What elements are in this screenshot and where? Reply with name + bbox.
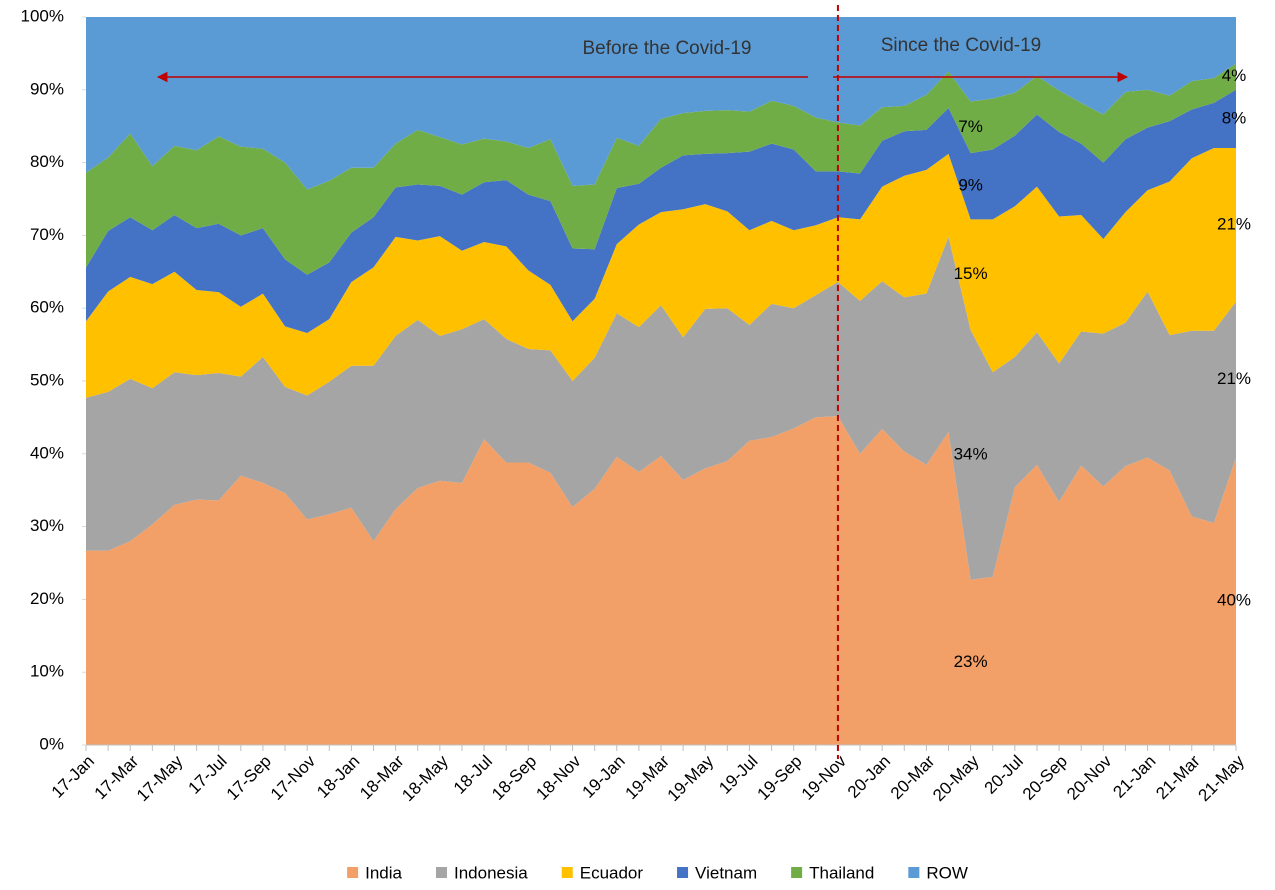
data-label: 23% bbox=[954, 652, 988, 671]
x-tick-label: 19-Jan bbox=[579, 752, 629, 802]
x-tick-label: 19-Sep bbox=[753, 752, 805, 804]
y-tick-label: 100% bbox=[21, 6, 64, 25]
x-tick-label: 20-Nov bbox=[1063, 751, 1116, 804]
x-tick-label: 21-May bbox=[1194, 751, 1248, 805]
area bbox=[86, 17, 1236, 190]
area bbox=[86, 148, 1236, 398]
data-label: 7% bbox=[958, 117, 983, 136]
x-tick-label: 18-Jan bbox=[313, 752, 363, 802]
y-tick-label: 60% bbox=[30, 298, 64, 317]
data-label: 15% bbox=[954, 264, 988, 283]
legend-label: ROW bbox=[926, 863, 968, 882]
area bbox=[86, 415, 1236, 745]
x-tick-label: 18-May bbox=[398, 751, 452, 805]
y-tick-label: 70% bbox=[30, 225, 64, 244]
data-label: 4% bbox=[1222, 66, 1247, 85]
annotation: Since the Covid-19 bbox=[881, 35, 1042, 56]
x-tick-label: 17-Nov bbox=[267, 751, 320, 804]
data-label: 21% bbox=[1217, 369, 1251, 388]
area bbox=[86, 89, 1236, 333]
x-tick-label: 21-Mar bbox=[1152, 751, 1204, 803]
y-tick-label: 30% bbox=[30, 516, 64, 535]
x-tick-label: 17-May bbox=[133, 751, 187, 805]
x-tick-label: 20-Jan bbox=[844, 752, 894, 802]
x-tick-label: 20-Sep bbox=[1019, 752, 1071, 804]
y-tick-label: 50% bbox=[30, 370, 64, 389]
x-tick-label: 18-Sep bbox=[488, 752, 540, 804]
x-tick-label: 19-Nov bbox=[798, 751, 851, 804]
x-tick-label: 18-Mar bbox=[356, 751, 408, 803]
legend-swatch bbox=[435, 867, 447, 878]
x-tick-label: 19-May bbox=[664, 751, 718, 805]
x-tick-label: 20-Mar bbox=[887, 751, 939, 803]
legend-label: Indonesia bbox=[454, 863, 528, 882]
y-tick-label: 40% bbox=[30, 443, 64, 462]
x-tick-label: 18-Nov bbox=[532, 751, 585, 804]
x-tick-label: 21-Jan bbox=[1109, 752, 1159, 802]
data-label: 9% bbox=[958, 176, 983, 195]
data-label: 40% bbox=[1217, 591, 1251, 610]
legend-swatch bbox=[791, 867, 803, 878]
legend-label: Ecuador bbox=[580, 863, 644, 882]
x-tick-label: 20-May bbox=[929, 751, 983, 805]
legend-label: Thailand bbox=[809, 863, 874, 882]
data-label: 21% bbox=[1217, 214, 1251, 233]
x-tick-label: 17-Jan bbox=[48, 752, 98, 802]
data-label: 34% bbox=[954, 444, 988, 463]
legend-swatch bbox=[347, 867, 359, 878]
legend-swatch bbox=[677, 867, 689, 878]
y-tick-label: 0% bbox=[39, 734, 64, 753]
legend-swatch bbox=[908, 867, 920, 878]
data-label: 8% bbox=[1222, 108, 1247, 127]
y-tick-label: 90% bbox=[30, 79, 64, 98]
area bbox=[86, 236, 1236, 580]
annotation: Before the Covid-19 bbox=[583, 38, 752, 59]
y-tick-label: 10% bbox=[30, 662, 64, 681]
x-tick-label: 19-Mar bbox=[621, 751, 673, 803]
legend-label: India bbox=[365, 863, 402, 882]
y-tick-label: 20% bbox=[30, 589, 64, 608]
x-tick-label: 17-Sep bbox=[223, 752, 275, 804]
x-tick-label: 17-Mar bbox=[91, 751, 143, 803]
legend-label: Vietnam bbox=[695, 863, 757, 882]
legend-swatch bbox=[561, 867, 573, 878]
legend: India Indonesia Ecuador Vietnam Thailand ROW bbox=[347, 863, 968, 882]
y-tick-label: 80% bbox=[30, 152, 64, 171]
